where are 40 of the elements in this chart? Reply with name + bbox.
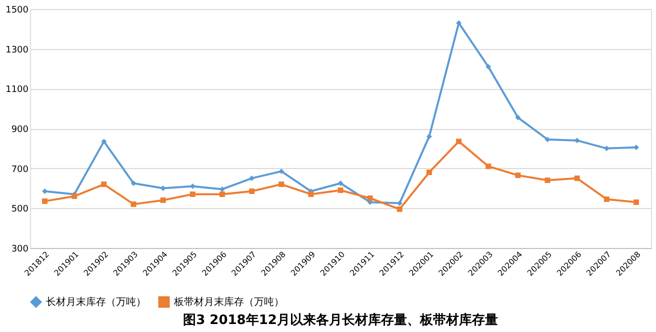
point bbox=[426, 170, 432, 176]
point bbox=[486, 164, 492, 170]
point bbox=[604, 146, 610, 152]
point bbox=[515, 114, 521, 120]
y-tick-label: 300 bbox=[11, 244, 29, 254]
point bbox=[249, 188, 255, 194]
point bbox=[604, 196, 610, 202]
point bbox=[249, 176, 255, 182]
point bbox=[338, 188, 344, 193]
y-tick-label: 1300 bbox=[6, 45, 29, 56]
point bbox=[278, 168, 284, 174]
y-tick-label: 1500 bbox=[6, 6, 29, 16]
point bbox=[190, 191, 196, 197]
point bbox=[160, 197, 166, 203]
point bbox=[396, 206, 402, 212]
point bbox=[278, 182, 284, 188]
point bbox=[101, 138, 107, 144]
point bbox=[456, 138, 462, 144]
y-tick-label: 1100 bbox=[6, 85, 29, 96]
legend-label: 板带材月末库存（万吨） bbox=[173, 296, 284, 308]
point bbox=[130, 180, 136, 186]
point bbox=[544, 136, 550, 142]
point bbox=[633, 199, 639, 205]
legend-label: 长材月末库存（万吨） bbox=[46, 296, 146, 308]
point bbox=[101, 182, 107, 188]
point bbox=[515, 172, 521, 178]
y-tick-label: 500 bbox=[11, 204, 29, 215]
point bbox=[574, 176, 580, 182]
point bbox=[367, 195, 373, 201]
point bbox=[486, 64, 492, 70]
text: 图3 2018年12月以来各月长材库存量、板带材库存量 bbox=[183, 312, 498, 328]
y-tick-label: 900 bbox=[11, 125, 29, 135]
point bbox=[42, 198, 48, 204]
point bbox=[219, 191, 225, 197]
y-tick-label: 700 bbox=[11, 164, 29, 175]
point bbox=[544, 178, 550, 184]
point bbox=[308, 191, 314, 197]
point bbox=[130, 201, 136, 207]
point bbox=[338, 180, 344, 186]
point bbox=[426, 134, 432, 140]
